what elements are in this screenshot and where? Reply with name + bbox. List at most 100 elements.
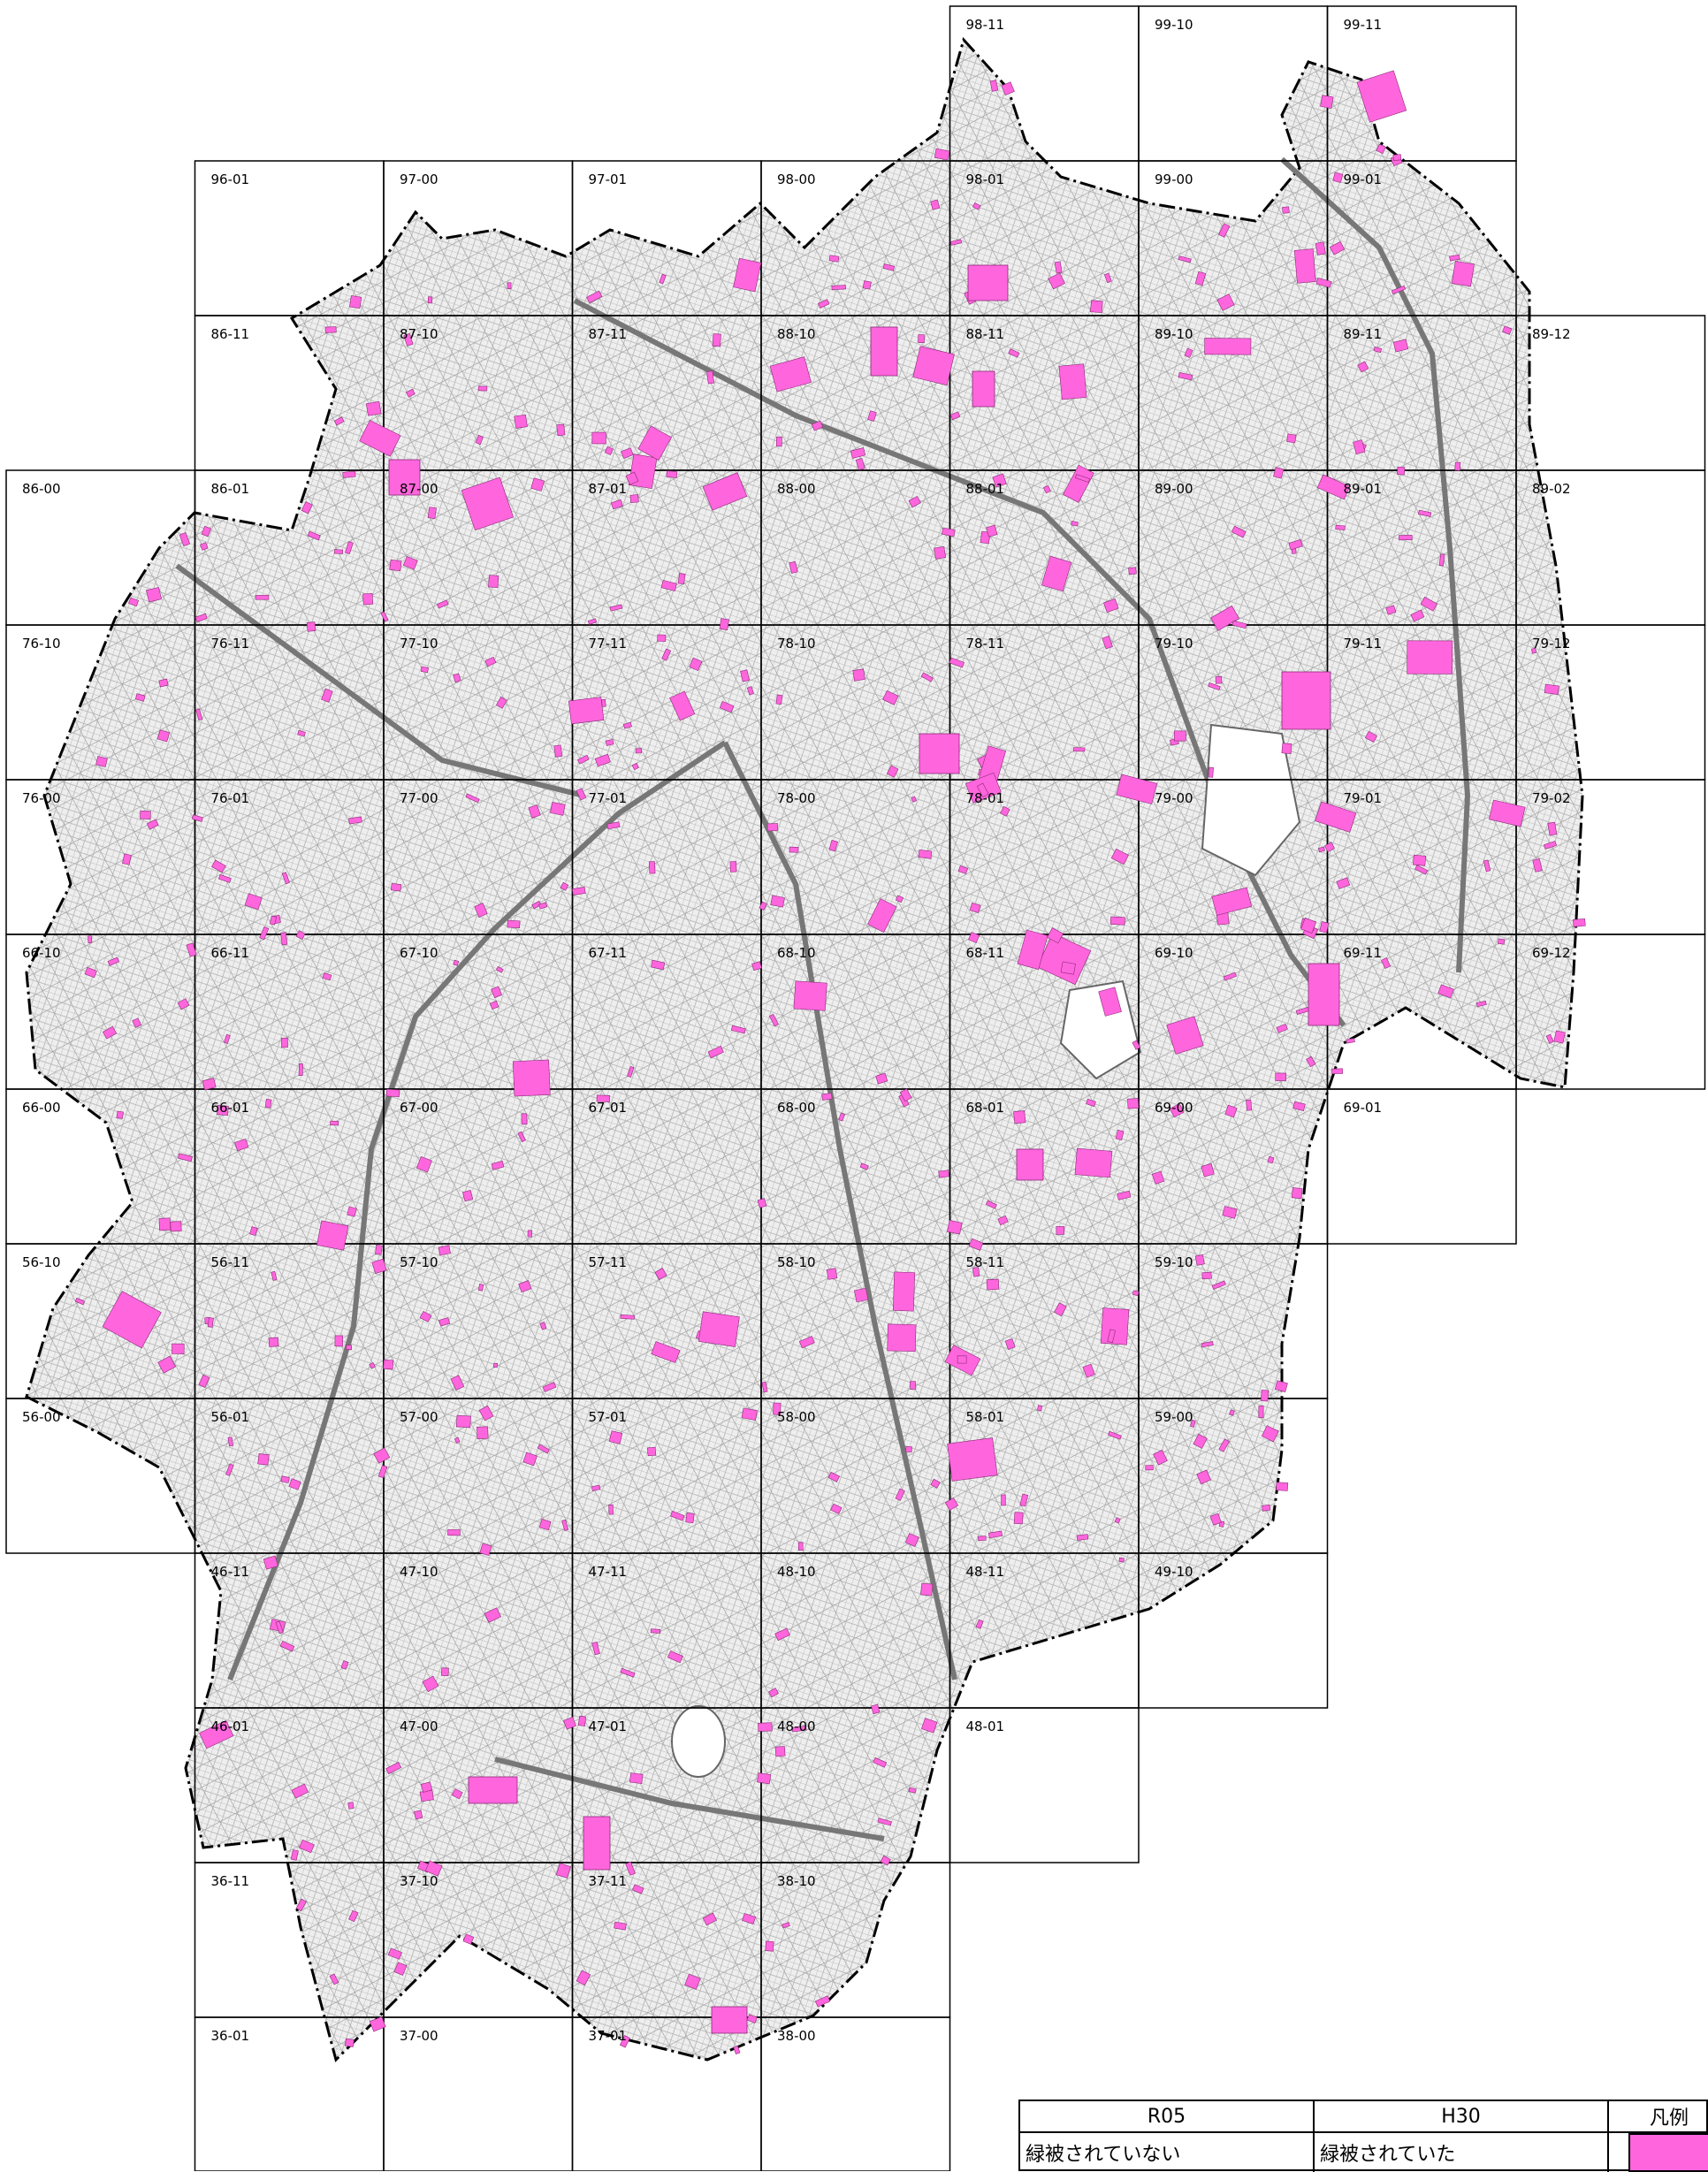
greenery-loss-patch (156, 729, 171, 743)
greenery-loss-patch (1414, 865, 1429, 875)
greenery-loss-patch (563, 1717, 576, 1730)
greenery-loss-patch (751, 961, 763, 972)
tile-label: 47-00 (400, 1719, 438, 1734)
greenery-loss-patch (594, 753, 611, 767)
tile-label: 89-10 (1155, 326, 1193, 342)
greenery-loss-patch (1169, 1103, 1185, 1118)
greenery-loss-patch (538, 1519, 552, 1531)
greenery-loss-patch (389, 559, 402, 572)
greenery-loss-patch (968, 932, 980, 943)
greenery-loss-patch (1114, 1517, 1121, 1524)
greenery-loss-patch (1109, 916, 1125, 926)
tile-label: 98-00 (777, 171, 816, 187)
greenery-loss-patch (877, 1818, 892, 1826)
tile-label: 99-01 (1344, 171, 1383, 187)
greenery-loss-patch (1001, 1494, 1006, 1506)
greenery-loss-patch (383, 1359, 394, 1370)
tile-label: 88-11 (966, 326, 1005, 342)
tile-label: 69-00 (1155, 1100, 1193, 1116)
greenery-loss-patch (838, 1112, 845, 1122)
greenery-loss-patch (1102, 636, 1113, 650)
tile-label: 88-00 (777, 481, 816, 497)
greenery-loss-patch (1335, 524, 1346, 530)
greenery-loss-patch (969, 902, 981, 913)
greenery-loss-patch (625, 471, 639, 485)
greenery-loss-patch (102, 1291, 162, 1349)
greenery-loss-patch (1497, 938, 1506, 945)
greenery-loss-patch (1231, 525, 1247, 538)
greenery-loss-patch (1261, 1425, 1279, 1443)
greenery-loss-patch (1246, 1099, 1253, 1111)
greenery-loss-patch (1074, 474, 1091, 484)
greenery-loss-patch (706, 370, 714, 385)
tile-label: 79-00 (1155, 790, 1193, 806)
city-boundary (25, 36, 1584, 2062)
greenery-loss-patch (972, 370, 995, 408)
tile-label: 37-01 (589, 2028, 628, 2044)
greenery-loss-patch (301, 501, 313, 514)
tile-label: 79-01 (1344, 790, 1383, 806)
greenery-loss-patch (1275, 1072, 1286, 1081)
greenery-loss-patch (1208, 682, 1221, 691)
greenery-loss-patch (608, 1504, 614, 1515)
greenery-loss-patch (1320, 95, 1334, 109)
greenery-loss-patch (316, 1220, 349, 1251)
tile-label: 69-10 (1155, 945, 1193, 961)
greenery-loss-patch (875, 1072, 888, 1085)
greenery-loss-patch (1228, 1409, 1235, 1416)
greenery-loss-patch (855, 457, 865, 470)
legend-header-key: 凡例 (1609, 2101, 1708, 2133)
tile-label: 57-11 (589, 1254, 628, 1270)
greenery-loss-patch (517, 1131, 526, 1143)
greenery-loss-patch (899, 1088, 912, 1102)
greenery-loss-patch (989, 80, 999, 92)
tile-label: 99-11 (1344, 17, 1383, 33)
greenery-loss-patch (591, 1484, 601, 1491)
greenery-loss-patch (1532, 858, 1543, 873)
greenery-loss-patch (1438, 553, 1445, 567)
tile-label: 38-00 (777, 2028, 816, 2044)
greenery-loss-patch (199, 1719, 234, 1749)
greenery-loss-patch (765, 1940, 774, 1952)
greenery-loss-patch (527, 1230, 533, 1238)
greenery-loss-patch (1103, 598, 1119, 613)
greenery-loss-patch (1346, 1038, 1355, 1044)
greenery-loss-patch (1407, 640, 1453, 674)
greenery-loss-patch (1204, 338, 1252, 355)
tile-label: 48-10 (777, 1564, 816, 1580)
greenery-loss-patch (420, 1781, 433, 1793)
tile-label: 66-10 (22, 945, 61, 961)
greenery-loss-patch (218, 873, 232, 883)
greenery-loss-patch (730, 1025, 746, 1034)
map-grid (5, 5, 1706, 2171)
greenery-loss-patch (1013, 1512, 1024, 1525)
greenery-loss-patch (987, 1530, 1003, 1539)
greenery-loss-patch (852, 668, 865, 682)
greenery-loss-patch (223, 1033, 231, 1044)
greenery-loss-patch (427, 507, 437, 519)
greenery-loss-patch (758, 1722, 773, 1732)
greenery-loss-patch (608, 1430, 623, 1444)
greenery-loss-patch (1036, 933, 1092, 986)
greenery-loss-patch (342, 470, 356, 478)
greenery-loss-patch (507, 919, 521, 929)
tile-label: 37-10 (400, 1873, 438, 1889)
tile-label: 78-01 (966, 790, 1005, 806)
greenery-loss-patch (741, 1407, 758, 1421)
tile-label: 46-01 (211, 1719, 250, 1734)
greenery-loss-patch (512, 1059, 551, 1097)
tile-label: 78-00 (777, 790, 816, 806)
greenery-loss-patch (128, 597, 140, 607)
greenery-loss-patch (555, 1863, 571, 1879)
greenery-loss-patch (1293, 248, 1316, 284)
greenery-loss-patch (919, 733, 960, 774)
greenery-loss-patch (365, 400, 382, 416)
greenery-loss-patch (1132, 1040, 1141, 1050)
greenery-loss-patch (478, 1405, 494, 1421)
greenery-loss-patch (484, 656, 497, 667)
tile-label: 58-11 (966, 1254, 1005, 1270)
greenery-loss-patch (985, 1200, 997, 1209)
greenery-loss-patch (1276, 1023, 1288, 1033)
greenery-loss-patch (1058, 363, 1087, 400)
